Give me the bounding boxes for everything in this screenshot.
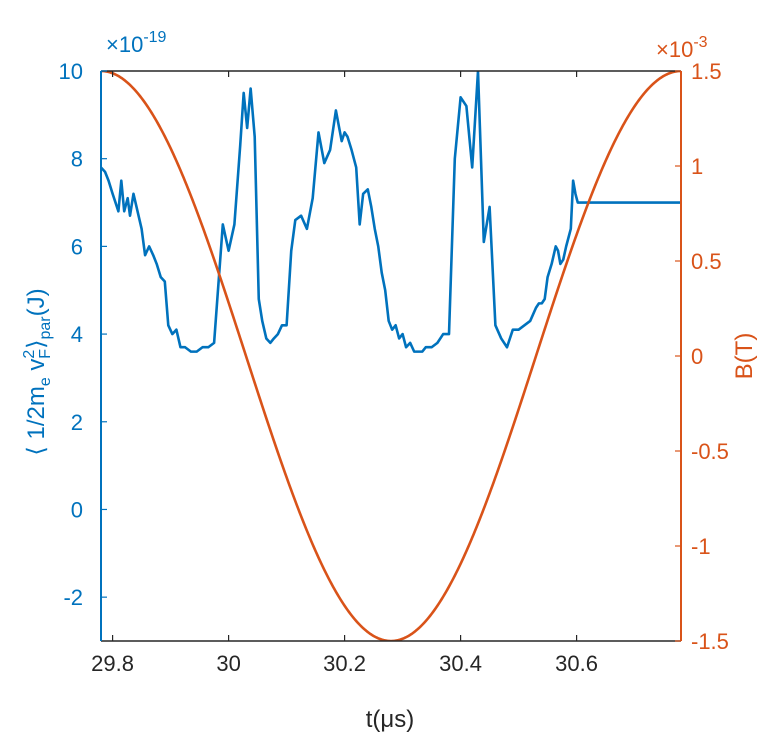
left-tick-label: 2	[71, 410, 83, 435]
right-tick-label: 0.5	[691, 249, 722, 274]
left-tick-label: -2	[63, 585, 83, 610]
right-tick-label: -0.5	[691, 439, 729, 464]
right-tick-label: 1	[691, 154, 703, 179]
x-tick-label: 30	[216, 651, 240, 676]
axes: 29.8 30 30.2 30.4 30.6 10 8 6 4 2 0 -2 1.5 1 0.5 0 -0.5 -…	[59, 59, 729, 676]
x-tick-label: 30.2	[323, 651, 366, 676]
left-tick-label: 8	[71, 147, 83, 172]
energy-series-line	[101, 71, 681, 353]
left-axis-multiplier: ×10-19	[106, 29, 167, 57]
x-axis-label: t(μs)	[366, 706, 414, 733]
x-tick-label: 30.6	[555, 651, 598, 676]
right-axis-label: B(T)	[731, 333, 758, 380]
x-tick-label: 30.4	[439, 651, 482, 676]
plot-area	[101, 71, 681, 641]
right-tick-label: -1	[691, 534, 711, 559]
right-axis-multiplier: ×10-3	[656, 34, 708, 62]
left-axis-label: ⟨ 1/2me v2F⟩par(J)	[21, 288, 54, 455]
left-tick-label: 0	[71, 497, 83, 522]
left-tick-label: 10	[59, 59, 83, 84]
right-tick-label: 0	[691, 344, 703, 369]
magnetic-field-series-line	[101, 71, 681, 641]
right-tick-label: -1.5	[691, 629, 729, 654]
right-tick-label: 1.5	[691, 59, 722, 84]
x-tick-label: 29.8	[91, 651, 134, 676]
left-tick-label: 6	[71, 234, 83, 259]
left-tick-label: 4	[71, 322, 83, 347]
